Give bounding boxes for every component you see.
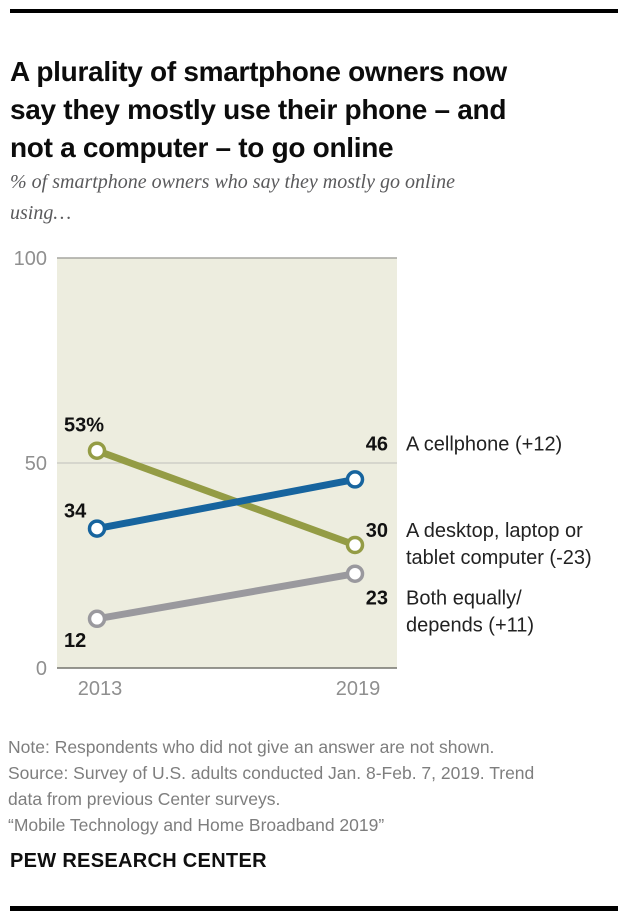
source-line: Source: Survey of U.S. adults conducted … bbox=[8, 763, 535, 809]
series-line bbox=[95, 447, 357, 549]
data-point-marker bbox=[87, 441, 107, 460]
series-legend-label: Both equally/ bbox=[406, 588, 522, 610]
data-point-marker bbox=[345, 470, 365, 489]
start-value-label: 12 bbox=[64, 630, 86, 652]
data-point-marker bbox=[345, 564, 365, 583]
end-value-label: 30 bbox=[366, 520, 388, 542]
pew-research-center-wordmark: PEW RESEARCH CENTER bbox=[10, 850, 267, 872]
data-point-marker bbox=[345, 535, 365, 555]
chart-title: A plurality of smartphone owners now say… bbox=[10, 55, 507, 163]
top-divider bbox=[10, 9, 618, 13]
series-legend-label: tablet computer (-23) bbox=[406, 547, 592, 569]
start-value-label: 34 bbox=[64, 501, 87, 523]
slope-chart-area: 0 50 100 2013 2019 34 46 A cellphone (+12) 53% 30… bbox=[0, 235, 628, 720]
y-tick-label: 100 bbox=[14, 248, 47, 270]
note-line: Note: Respondents who did not give an an… bbox=[8, 737, 495, 757]
series-legend-label: A desktop, laptop or bbox=[406, 520, 583, 542]
x-tick-label: 2019 bbox=[336, 678, 381, 700]
data-point-marker bbox=[87, 519, 107, 538]
y-tick-label: 0 bbox=[36, 658, 47, 680]
series-line bbox=[96, 570, 356, 623]
x-tick-label: 2013 bbox=[78, 678, 123, 700]
start-value-label: 53% bbox=[64, 415, 104, 437]
chart-subtitle: % of smartphone owners who say they most… bbox=[10, 171, 455, 224]
data-point-marker bbox=[87, 609, 107, 629]
report-title-line: “Mobile Technology and Home Broadband 20… bbox=[8, 815, 385, 835]
end-value-label: 23 bbox=[366, 588, 388, 610]
series-legend-label: A cellphone (+12) bbox=[406, 433, 562, 455]
y-tick-label: 50 bbox=[25, 453, 47, 475]
series-line bbox=[96, 475, 356, 533]
bottom-divider bbox=[10, 906, 618, 911]
series-legend-label: depends (+11) bbox=[406, 615, 534, 637]
chart-notes: Note: Respondents who did not give an an… bbox=[8, 734, 620, 838]
end-value-label: 46 bbox=[366, 433, 388, 455]
slope-chart: 0 50 100 2013 2019 34 46 A cellphone (+12) 53% 30… bbox=[14, 248, 592, 700]
